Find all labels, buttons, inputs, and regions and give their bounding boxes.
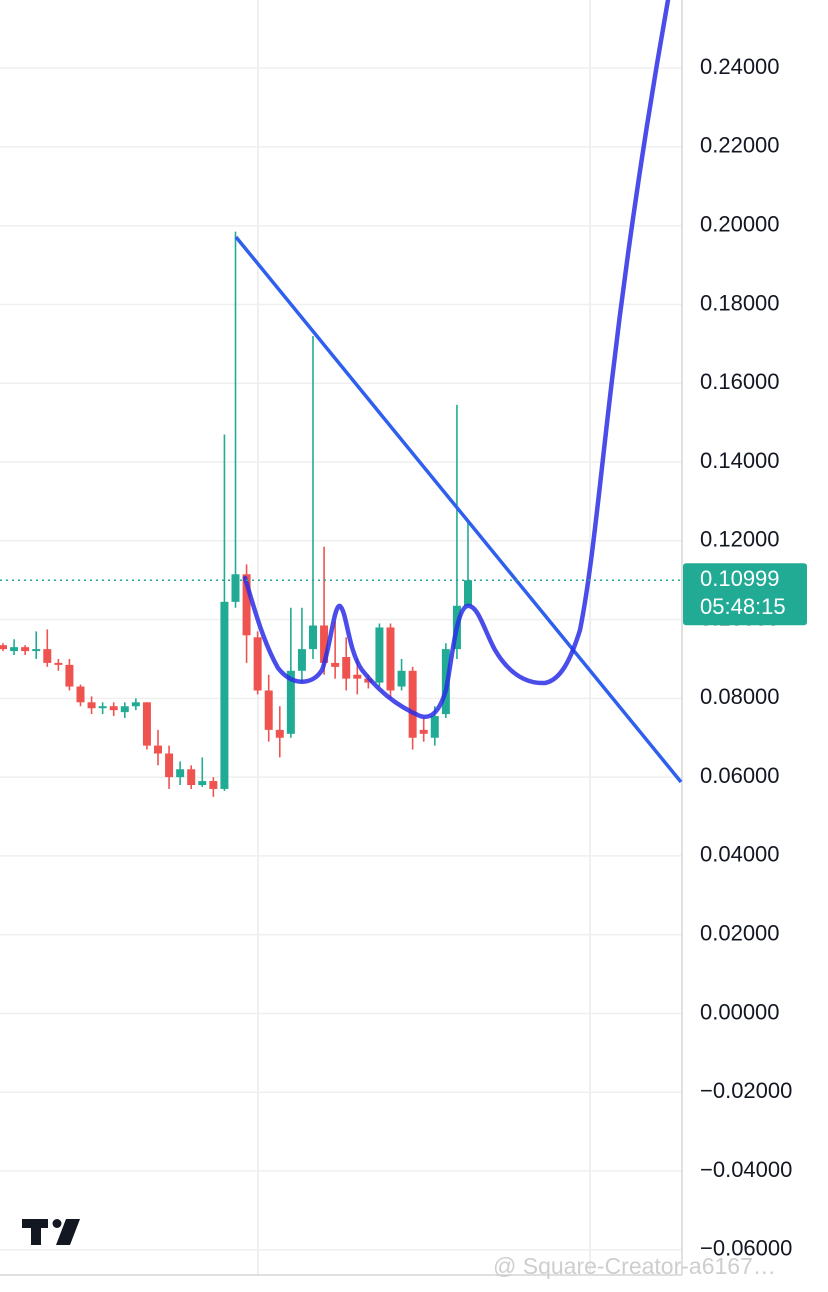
candle-body [154, 745, 162, 754]
y-tick-label: −0.04000 [700, 1157, 792, 1182]
candle-body [264, 690, 273, 730]
candle-body [165, 753, 174, 778]
y-tick-label: 0.06000 [700, 763, 780, 788]
candle-body [309, 625, 317, 650]
candle-body [54, 662, 63, 665]
y-tick-label: 0.00000 [700, 999, 780, 1024]
last-price-label [683, 563, 807, 626]
candle-body [43, 649, 52, 663]
y-tick-label: 0.12000 [700, 527, 780, 552]
candle-body [430, 716, 439, 738]
candle-body [187, 769, 196, 786]
candle-body [65, 664, 74, 687]
y-tick-label: 0.20000 [700, 212, 780, 237]
y-tick-label: 0.14000 [700, 448, 780, 473]
trend-line-drawing [234, 235, 683, 784]
y-tick-label: −0.06000 [700, 1236, 792, 1261]
candle-body [386, 627, 395, 691]
grid [0, 0, 682, 1275]
price-axis: 0.24000 0.22000 0.20000 0.18000 0.16000 0.140… [700, 54, 792, 1261]
candle-body [331, 662, 340, 667]
candle-body [176, 769, 185, 778]
candle-body [320, 625, 329, 663]
candle-body [464, 580, 472, 606]
candle-body [0, 645, 7, 650]
countdown-text: 05:48:15 [700, 594, 786, 619]
y-tick-label: −0.02000 [700, 1078, 792, 1103]
last-price-text: 0.10999 [700, 566, 780, 591]
candle-body [231, 574, 240, 602]
candle-body [21, 647, 30, 652]
candle-body [131, 702, 140, 707]
candle-body [198, 781, 207, 786]
candle-body [109, 706, 118, 711]
tradingview-logo [22, 1219, 80, 1245]
candle-body [76, 686, 85, 703]
candle-body [342, 656, 351, 679]
freehand-drawing [242, 0, 671, 720]
watermark: @ Square-Creator-a6167… [493, 1253, 776, 1279]
candles [0, 231, 472, 797]
candle-body [120, 706, 129, 713]
candle-body [408, 670, 417, 738]
candle-body [297, 649, 306, 671]
y-tick-label: 0.02000 [700, 920, 780, 945]
candle-body [286, 670, 295, 734]
candle-body [397, 670, 406, 687]
candle-body [375, 627, 384, 683]
y-tick-label: 0.04000 [700, 842, 780, 867]
candle-body [10, 647, 19, 652]
y-tick-label: 0.08000 [700, 684, 780, 709]
candle-body [353, 674, 362, 679]
candle-body [142, 702, 151, 746]
y-tick-label: 0.18000 [700, 290, 780, 315]
candle-body [253, 637, 262, 691]
y-tick-label: 0.24000 [700, 54, 780, 79]
candle-body [275, 729, 284, 738]
candle-body [419, 729, 428, 734]
y-tick-label: 0.16000 [700, 369, 780, 394]
candle-body [98, 706, 107, 709]
candle-body [242, 574, 251, 636]
y-tick-label: 0.22000 [700, 133, 780, 158]
candle-body [209, 781, 218, 789]
candle-body [220, 601, 229, 789]
candle-body [87, 702, 96, 709]
candle-body [32, 649, 41, 652]
